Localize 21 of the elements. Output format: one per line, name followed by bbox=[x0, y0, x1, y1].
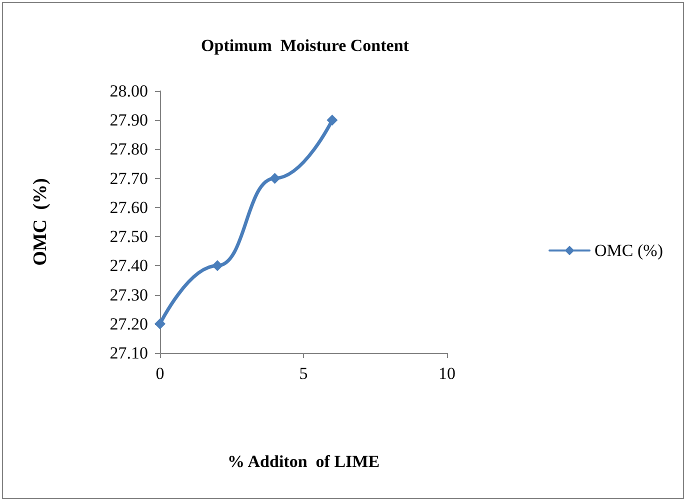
chart-title: Optimum Moisture Content bbox=[201, 36, 410, 55]
x-axis-title: % Additon of LIME bbox=[227, 452, 380, 471]
y-tick-label: 27.30 bbox=[110, 285, 148, 304]
y-tick-label: 27.70 bbox=[110, 168, 148, 188]
y-tick-label: 27.20 bbox=[110, 314, 148, 334]
x-tick-label: 5 bbox=[299, 364, 308, 383]
point bbox=[269, 172, 280, 184]
y-tick-label: 28.00 bbox=[110, 82, 148, 100]
y-tick-label: 27.80 bbox=[110, 140, 148, 159]
y-tick-label: 27.60 bbox=[110, 198, 148, 217]
y-tick-label: 27.10 bbox=[110, 344, 148, 362]
y-axis-title: OMC (%) bbox=[30, 178, 51, 266]
y-tick-label: 27.40 bbox=[110, 256, 148, 276]
point bbox=[154, 318, 166, 330]
point bbox=[326, 114, 338, 126]
x-tick-label: 10 bbox=[438, 364, 456, 383]
y-tick-label: 27.50 bbox=[110, 227, 148, 246]
y-tick-label: 27.90 bbox=[110, 110, 148, 130]
legend-label: OMC (%) bbox=[594, 241, 664, 260]
point bbox=[212, 260, 223, 272]
x-tick-label: 0 bbox=[156, 364, 164, 383]
